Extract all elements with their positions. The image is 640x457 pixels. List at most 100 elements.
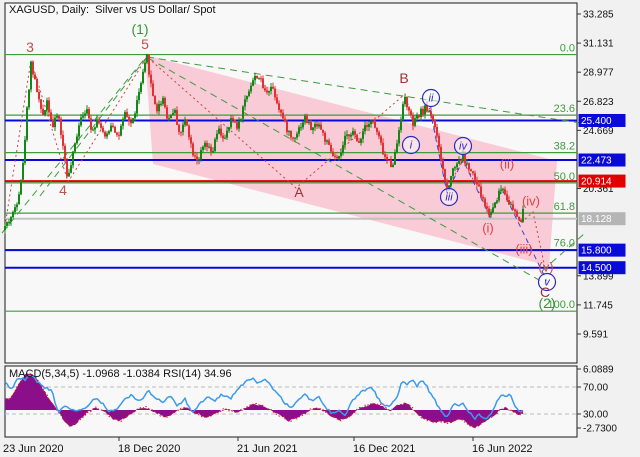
candle-body (130, 121, 132, 124)
candle-body (82, 115, 84, 118)
candle-body (466, 163, 468, 165)
wave-label-iii: iii (445, 192, 453, 204)
candle-body (360, 138, 362, 143)
candle-body (72, 151, 74, 166)
candle-body (180, 131, 182, 133)
candle-body (148, 54, 150, 75)
candle-body (516, 211, 518, 217)
candle-body (52, 119, 54, 128)
candle-body (506, 194, 508, 201)
candle-body (102, 127, 104, 132)
candle-body (168, 118, 170, 120)
candle-body (328, 140, 330, 145)
candle-body (310, 122, 312, 131)
candle-body (448, 185, 450, 188)
candle-body (30, 61, 32, 90)
candle-body (342, 145, 344, 153)
candle-body (242, 106, 244, 119)
candle-body (406, 96, 408, 108)
wave-label-(i): (i) (482, 221, 494, 236)
candle-body (400, 119, 402, 131)
fib-label: 0.0 (560, 43, 575, 55)
wave-label-4: 4 (59, 182, 67, 198)
candle-body (228, 127, 230, 131)
candle-body (14, 207, 16, 212)
price-tick-label: 9.591 (583, 329, 608, 340)
wave-label-(2): (2) (538, 295, 555, 311)
candle-body (252, 80, 254, 86)
candle-body (446, 180, 448, 188)
green-trendline-4[interactable] (541, 232, 586, 272)
candle-body (66, 161, 68, 177)
candle-body (22, 162, 24, 180)
price-badge-25.400 (578, 113, 626, 127)
candle-body (96, 119, 98, 128)
wave-label-ii: ii (429, 93, 434, 105)
candle-body (386, 156, 388, 160)
candle-body (20, 179, 22, 195)
candle-body (306, 115, 308, 124)
time-label: 21 Jun 2021 (237, 443, 298, 455)
price-badge-label: 22.473 (581, 156, 612, 167)
price-badge-15.800 (578, 243, 626, 257)
candle-body (198, 159, 200, 161)
candle-body (362, 131, 364, 139)
candle-body (302, 122, 304, 128)
candle-body (298, 127, 300, 134)
candle-body (36, 78, 38, 93)
candle-body (178, 124, 180, 132)
fib-label: 23.6 (554, 103, 575, 115)
candle-body (424, 105, 426, 115)
candle-body (486, 206, 488, 209)
green-trendline-3[interactable] (147, 57, 547, 285)
candle-body (500, 189, 502, 191)
price-tick-label: 26.823 (583, 97, 614, 108)
macd-histogram[interactable] (5, 373, 523, 428)
wave-circle-i (401, 135, 421, 155)
candle-body (388, 159, 390, 161)
candle-body (54, 117, 56, 128)
candle-body (206, 142, 208, 148)
price-badge-label: 14.500 (581, 263, 612, 274)
candle-body (392, 164, 394, 168)
candle-body (492, 207, 494, 213)
candle-body (296, 133, 298, 138)
candle-body (440, 146, 442, 161)
fib-label: 38.2 (554, 141, 575, 153)
candle-body (522, 208, 524, 222)
candle-body (410, 110, 412, 116)
rsi-line[interactable] (4, 374, 524, 420)
candle-body (6, 222, 8, 226)
candle-body (200, 150, 202, 160)
green-trendline-2[interactable] (146, 56, 601, 127)
candle-body (472, 171, 474, 174)
wave-label-(ii): (ii) (500, 157, 514, 172)
price-tick-label: 31.131 (583, 39, 614, 50)
candle-body (134, 113, 136, 119)
candlestick-series[interactable] (4, 53, 524, 234)
wave-label-(v): (v) (538, 260, 553, 275)
price-levels[interactable] (5, 119, 577, 269)
wave-circle-ii (421, 88, 441, 108)
candle-body (8, 221, 10, 223)
time-axis[interactable]: 23 Jun 2020 18 Dec 2020 21 Jun 2021 16 Dec … (3, 437, 533, 455)
green-trendline-1[interactable] (39, 57, 147, 197)
time-label: 23 Jun 2020 (3, 443, 64, 455)
candle-body (84, 113, 86, 116)
candle-body (308, 122, 310, 124)
candle-body (332, 151, 334, 156)
indicator-tick-label: 30.00 (583, 410, 608, 421)
candle-body (346, 134, 348, 136)
macd-signal-line[interactable] (4, 372, 524, 429)
candle-body (144, 62, 146, 72)
candle-body (80, 117, 82, 126)
wave-label-v: v (544, 277, 551, 289)
candle-body (152, 83, 154, 96)
candle-body (312, 127, 314, 131)
candle-body (262, 78, 264, 89)
candle-body (376, 127, 378, 133)
price-axis[interactable]: 33.285 31.131 28.977 26.823 24.669 20.361 13.8… (577, 10, 626, 341)
candle-body (110, 125, 112, 132)
candle-body (214, 139, 216, 152)
